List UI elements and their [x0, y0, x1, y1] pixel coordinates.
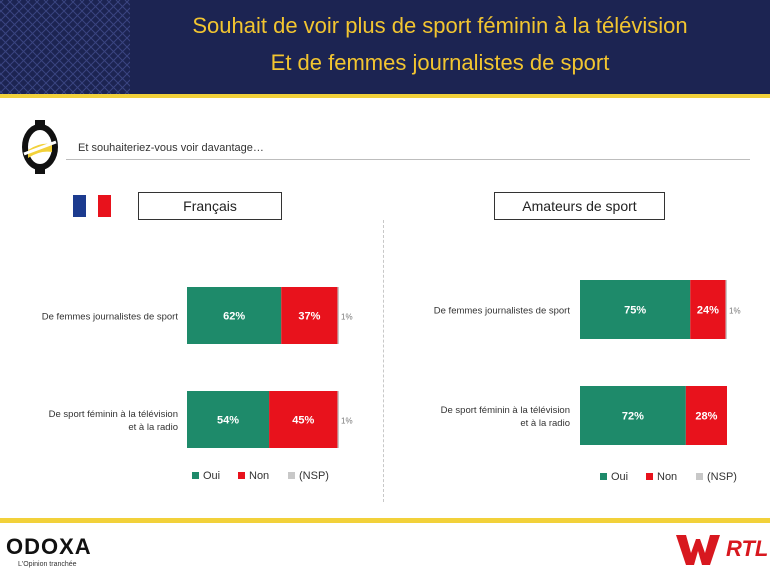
bar-non — [281, 287, 338, 344]
footer-accent-bar — [0, 518, 770, 523]
rtl-logo: RTL — [726, 536, 769, 561]
legend-label: (NSP) — [707, 471, 737, 483]
france-flag-icon — [73, 195, 112, 217]
page-title-line2: Et de femmes journalistes de sport — [270, 50, 610, 75]
data-label: 54% — [217, 415, 239, 427]
odoxa-tagline: L'Opinion tranchée — [18, 561, 77, 568]
bar-non — [685, 386, 727, 445]
data-label: 37% — [298, 311, 320, 323]
category-label: et à la radio — [520, 418, 570, 429]
data-label: 1% — [341, 417, 353, 426]
legend-label: (NSP) — [299, 470, 329, 482]
legend-swatch — [238, 472, 245, 479]
legend-swatch — [646, 473, 653, 480]
data-label: 1% — [729, 307, 741, 316]
data-label: 28% — [695, 411, 717, 423]
legend-label: Oui — [611, 471, 628, 483]
bar-non — [269, 391, 338, 448]
legend-swatch — [600, 473, 607, 480]
legend-label: Oui — [203, 470, 220, 482]
odoxa-logo: ODOXA — [6, 534, 92, 559]
bar-nsp — [725, 280, 727, 339]
chart-title-amateurs: Amateurs de sport — [494, 192, 665, 220]
data-label: 24% — [697, 305, 719, 317]
data-label: 75% — [624, 305, 646, 317]
category-label: De sport féminin à la télévision — [441, 405, 570, 416]
category-label: De femmes journalistes de sport — [434, 306, 571, 317]
data-label: 1% — [341, 313, 353, 322]
page-title-line1: Souhait de voir plus de sport féminin à … — [192, 13, 688, 38]
bar-oui — [580, 280, 691, 339]
legend-label: Non — [249, 470, 269, 482]
winamax-logo — [676, 535, 720, 565]
bar-non — [690, 280, 726, 339]
header-banner: Souhait de voir plus de sport féminin à … — [0, 0, 770, 94]
data-label: 72% — [622, 411, 644, 423]
legend-swatch — [192, 472, 199, 479]
bar-nsp — [337, 391, 339, 448]
panel-divider — [383, 220, 384, 502]
header-pattern — [0, 0, 130, 94]
bar-nsp — [337, 287, 339, 344]
category-label: De femmes journalistes de sport — [42, 312, 179, 323]
bar-oui — [580, 386, 686, 445]
question-underline — [66, 159, 750, 160]
data-label: 45% — [292, 415, 314, 427]
header-accent-bar — [0, 94, 770, 98]
legend-swatch — [288, 472, 295, 479]
category-label: et à la radio — [128, 422, 178, 433]
bar-oui — [187, 391, 270, 448]
bar-oui — [187, 287, 282, 344]
data-label: 62% — [223, 311, 245, 323]
category-label: De sport féminin à la télévision — [49, 409, 178, 420]
question-text: Et souhaiteriez-vous voir davantage… — [78, 142, 264, 154]
legend-label: Non — [657, 471, 677, 483]
odoxa-question-icon — [22, 120, 58, 174]
legend-swatch — [696, 473, 703, 480]
chart-title-francais: Français — [138, 192, 282, 220]
